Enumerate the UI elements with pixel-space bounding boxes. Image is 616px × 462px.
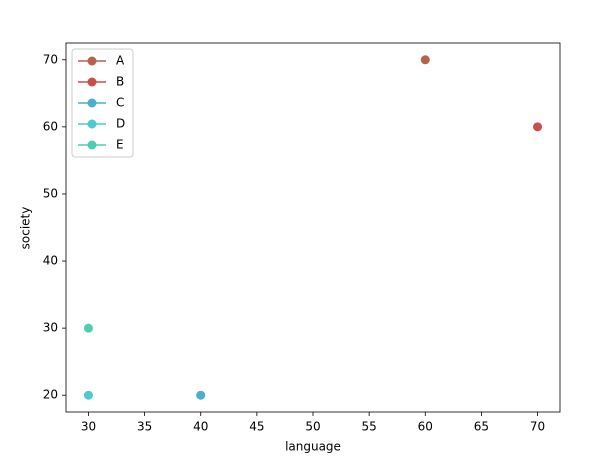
x-tick-label: 50	[305, 420, 320, 434]
y-tick-label: 20	[43, 388, 58, 402]
legend-label: B	[116, 75, 124, 89]
legend-marker	[87, 98, 97, 108]
data-point	[420, 55, 430, 65]
legend-label: E	[116, 138, 124, 152]
legend-label: D	[116, 117, 125, 131]
x-tick-label: 55	[361, 420, 376, 434]
y-tick-label: 50	[43, 186, 58, 200]
x-tick-label: 45	[249, 420, 264, 434]
legend-label: C	[116, 96, 124, 110]
legend-marker	[87, 77, 97, 87]
data-point	[196, 390, 206, 400]
x-tick-label: 40	[193, 420, 208, 434]
x-tick-label: 35	[137, 420, 152, 434]
legend-marker	[87, 119, 97, 129]
legend-marker	[87, 140, 97, 150]
y-tick-label: 40	[43, 254, 58, 268]
x-tick-label: 60	[418, 420, 433, 434]
y-axis-label: society	[19, 207, 33, 250]
x-tick-label: 70	[530, 420, 545, 434]
plot-frame	[65, 42, 561, 413]
x-tick-label: 30	[81, 420, 96, 434]
legend-marker	[87, 56, 97, 66]
data-point	[83, 323, 93, 333]
x-tick-label: 65	[474, 420, 489, 434]
data-point	[533, 122, 543, 132]
legend-label: A	[116, 54, 125, 68]
y-tick-label: 30	[43, 321, 58, 335]
data-point	[83, 390, 93, 400]
y-tick-label: 70	[43, 52, 58, 66]
x-axis-label: language	[285, 440, 341, 454]
y-tick-label: 60	[43, 119, 58, 133]
